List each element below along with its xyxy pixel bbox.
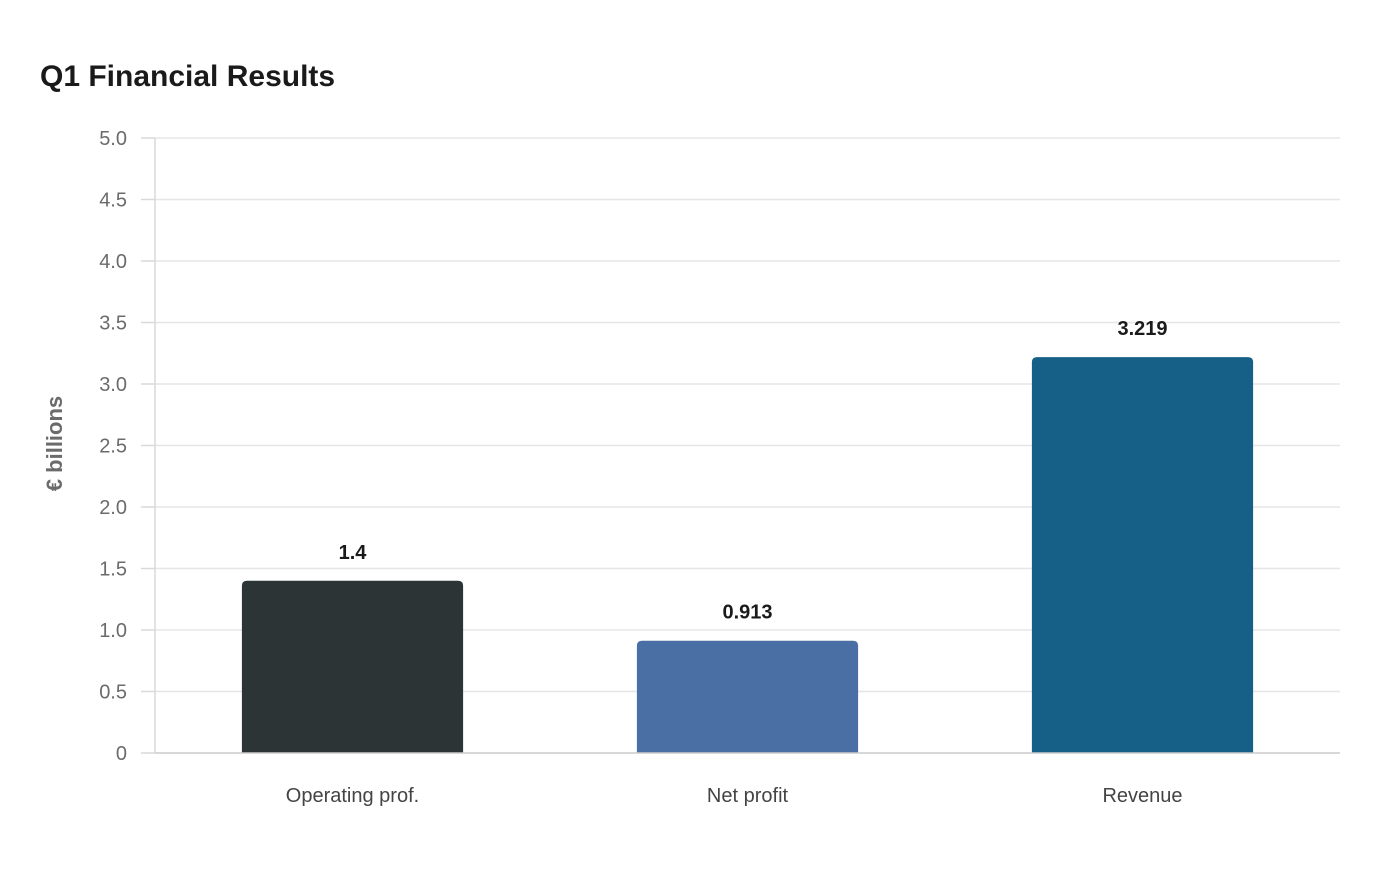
y-tick-label: 2.0 (99, 497, 127, 519)
bar-net-profit (636, 640, 859, 753)
y-tick-label: 5.0 (99, 128, 127, 150)
y-tick-label: 4.5 (99, 190, 127, 212)
bar-value-label: 0.913 (722, 602, 772, 624)
y-tick-label: 1.5 (99, 559, 127, 581)
bar-value-label: 1.4 (339, 542, 368, 564)
y-tick-label: 3.0 (99, 374, 127, 396)
gridlines (155, 137, 1340, 693)
y-tick-label: 3.5 (99, 313, 127, 335)
y-tick-label: 1.0 (99, 620, 127, 642)
x-tick-label: Operating prof. (286, 785, 419, 807)
y-tick-label: 4.0 (99, 251, 127, 273)
bar-value-label: 3.219 (1117, 318, 1167, 340)
chart-title: Q1 Financial Results (40, 60, 336, 93)
y-tick-label: 0.5 (99, 682, 127, 704)
y-tick-label: 2.5 (99, 436, 127, 458)
bars (241, 357, 1254, 753)
x-tick-label: Revenue (1102, 785, 1182, 807)
bar-revenue (1031, 357, 1254, 753)
x-tick-label: Net profit (707, 785, 789, 807)
y-axis-label: € billions (42, 396, 67, 491)
y-axis-ticks: 0 0.5 1.0 1.5 2.0 2.5 3.0 3.5 4.0 4.5 5.0 (99, 128, 155, 765)
value-labels: 1.4 0.913 3.219 (339, 318, 1168, 624)
x-axis-labels: Operating prof. Net profit Revenue (286, 785, 1183, 807)
bar-operating-prof (241, 580, 464, 753)
y-tick-label: 0 (116, 743, 127, 765)
